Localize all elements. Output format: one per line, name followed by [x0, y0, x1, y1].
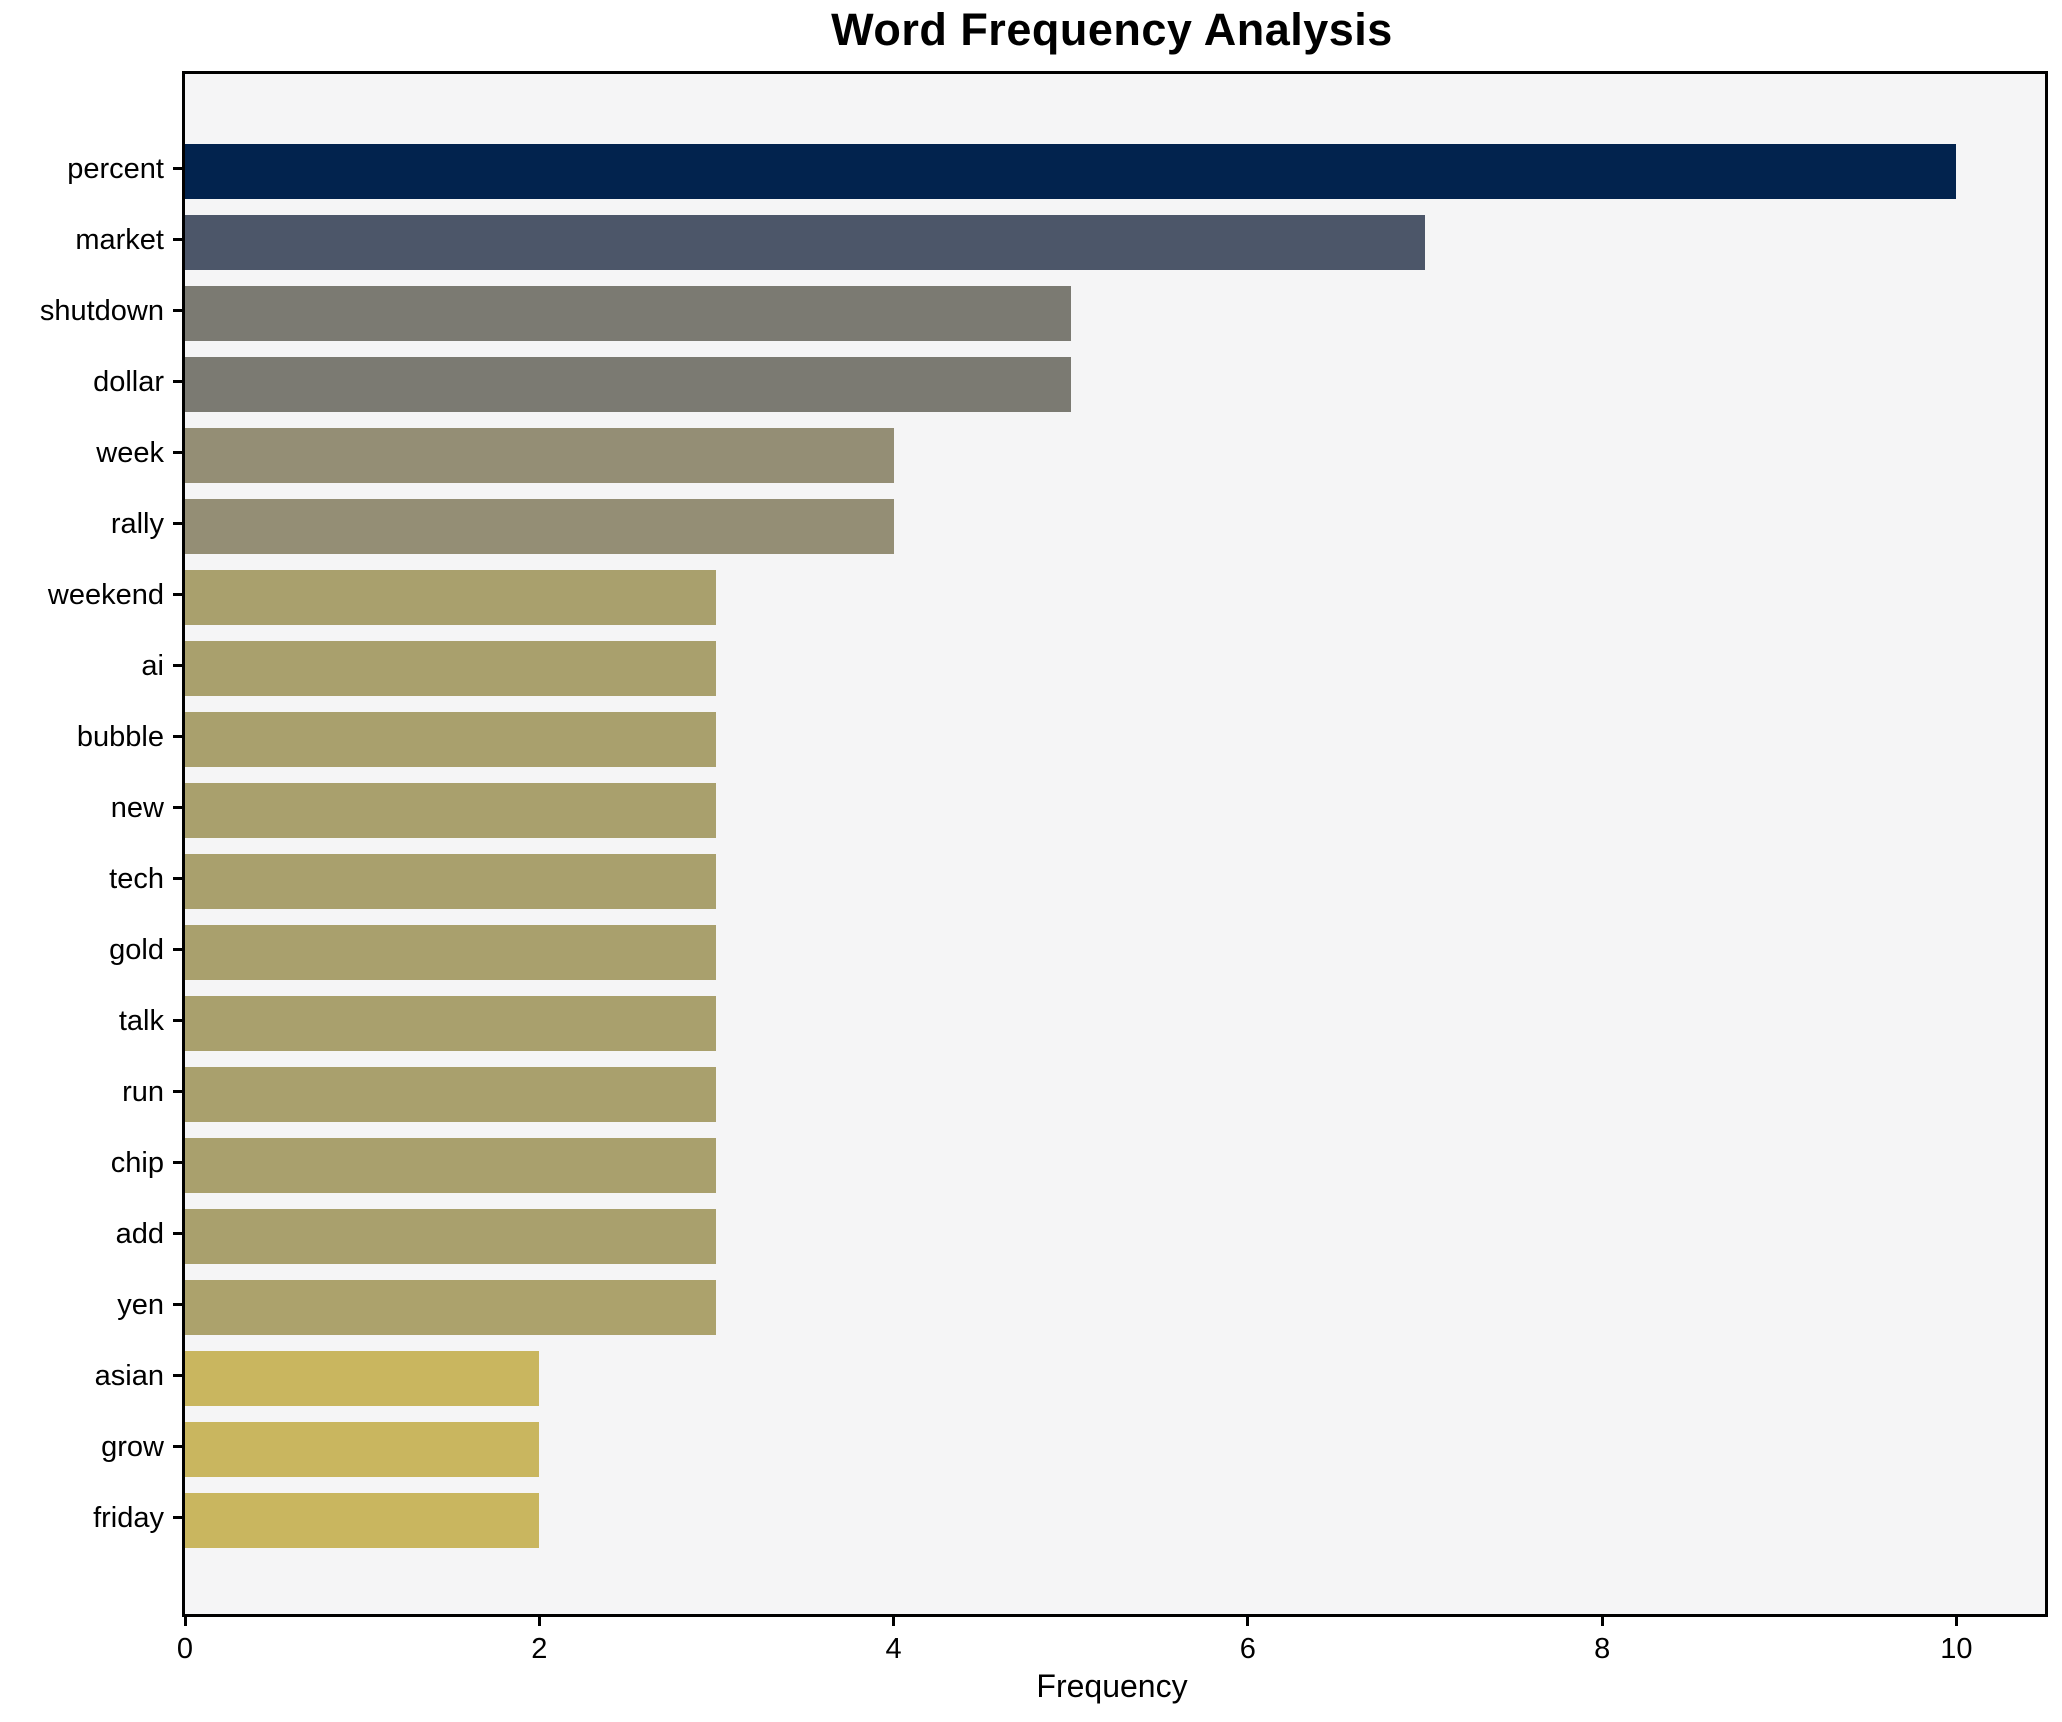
y-tick-mark	[173, 238, 182, 241]
y-tick-mark	[173, 877, 182, 880]
y-tick-label-asian: asian	[94, 1359, 164, 1392]
x-axis-label: Frequency	[1036, 1668, 1188, 1704]
x-tick-mark	[183, 1617, 187, 1626]
x-tick-label-4: 4	[885, 1633, 902, 1665]
y-tick-label-shutdown: shutdown	[39, 294, 164, 327]
x-tick-label-8: 8	[1594, 1633, 1611, 1665]
y-tick-mark	[173, 1303, 182, 1306]
bar-asian	[185, 1351, 539, 1406]
y-tick-label-market: market	[75, 223, 164, 256]
y-tick-label-add: add	[115, 1217, 164, 1250]
bar-shutdown	[185, 286, 1071, 341]
y-tick-mark	[173, 1516, 182, 1519]
bar-rally	[185, 499, 894, 554]
bar-gold	[185, 925, 716, 980]
bar-bubble	[185, 712, 716, 767]
x-tick-label-6: 6	[1239, 1633, 1256, 1665]
y-tick-mark	[173, 1232, 182, 1235]
bar-grow	[185, 1422, 539, 1477]
y-tick-label-percent: percent	[67, 152, 164, 185]
y-tick-mark	[173, 735, 182, 738]
chart-title: Word Frequency Analysis	[831, 4, 1393, 55]
y-tick-label-ai: ai	[141, 649, 164, 682]
y-tick-mark	[173, 1445, 182, 1448]
x-tick-mark	[1954, 1617, 1958, 1626]
x-tick-mark	[1600, 1617, 1604, 1626]
y-tick-mark	[173, 1161, 182, 1164]
y-tick-mark	[173, 948, 182, 951]
y-tick-label-week: week	[96, 436, 164, 469]
bar-ai	[185, 641, 716, 696]
bar-percent	[185, 144, 1956, 199]
y-tick-label-new: new	[110, 791, 164, 824]
bar-chip	[185, 1138, 716, 1193]
y-tick-label-talk: talk	[118, 1004, 164, 1037]
y-tick-label-yen: yen	[117, 1288, 164, 1321]
y-tick-mark	[173, 806, 182, 809]
y-tick-label-rally: rally	[110, 507, 164, 540]
x-tick-mark	[892, 1617, 896, 1626]
y-tick-mark	[173, 1019, 182, 1022]
x-tick-label-0: 0	[176, 1633, 194, 1665]
y-tick-mark	[173, 593, 182, 596]
y-tick-mark	[173, 380, 182, 383]
bar-add	[185, 1209, 716, 1264]
bar-friday	[185, 1493, 539, 1548]
bar-market	[185, 215, 1425, 270]
y-tick-mark	[173, 1090, 182, 1093]
bars-container	[185, 74, 2045, 1614]
x-tick-mark	[537, 1617, 541, 1626]
bar-run	[185, 1067, 716, 1122]
y-tick-label-bubble: bubble	[76, 720, 164, 753]
y-tick-label-gold: gold	[109, 933, 164, 966]
plot-area	[182, 71, 2048, 1617]
y-tick-label-run: run	[122, 1075, 164, 1108]
y-tick-label-dollar: dollar	[93, 365, 164, 398]
bar-new	[185, 783, 716, 838]
bar-tech	[185, 854, 716, 909]
y-tick-label-tech: tech	[109, 862, 164, 895]
y-tick-mark	[173, 451, 182, 454]
y-tick-mark	[173, 309, 182, 312]
y-tick-mark	[173, 522, 182, 525]
y-tick-label-weekend: weekend	[47, 578, 164, 611]
bar-dollar	[185, 357, 1071, 412]
bar-week	[185, 428, 894, 483]
y-tick-label-chip: chip	[110, 1146, 164, 1179]
x-tick-mark	[1246, 1617, 1250, 1626]
x-tick-label-10: 10	[1940, 1633, 1973, 1665]
y-tick-mark	[173, 664, 182, 667]
y-tick-mark	[173, 1374, 182, 1377]
y-tick-mark	[173, 167, 182, 170]
x-tick-label-2: 2	[531, 1633, 548, 1665]
bar-talk	[185, 996, 716, 1051]
y-tick-label-grow: grow	[101, 1430, 164, 1463]
y-tick-label-friday: friday	[93, 1501, 164, 1534]
bar-yen	[185, 1280, 716, 1335]
bar-weekend	[185, 570, 716, 625]
